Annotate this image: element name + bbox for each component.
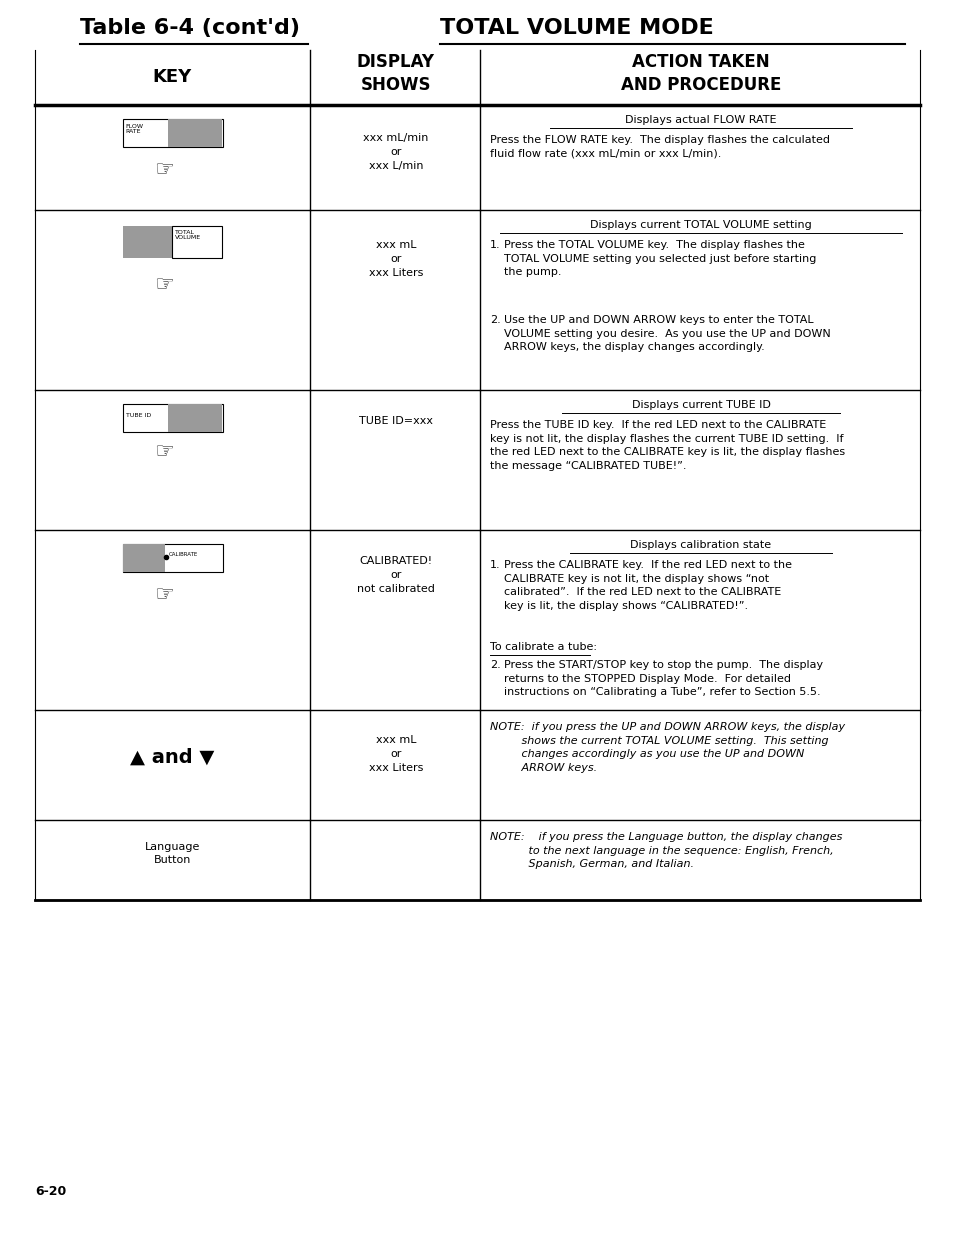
Text: Press the FLOW RATE key.  The display flashes the calculated
fluid flow rate (xx: Press the FLOW RATE key. The display fla…	[490, 135, 829, 158]
Text: ▲ and ▼: ▲ and ▼	[131, 748, 214, 767]
Text: ☞: ☞	[154, 161, 174, 180]
Text: 2.: 2.	[490, 315, 500, 325]
Text: Press the TOTAL VOLUME key.  The display flashes the
TOTAL VOLUME setting you se: Press the TOTAL VOLUME key. The display …	[503, 240, 816, 277]
Text: Press the TUBE ID key.  If the red LED next to the CALIBRATE
key is not lit, the: Press the TUBE ID key. If the red LED ne…	[490, 420, 844, 471]
Text: xxx mL
or
xxx Liters: xxx mL or xxx Liters	[369, 240, 423, 278]
Text: TUBE ID=xxx: TUBE ID=xxx	[358, 416, 433, 426]
Text: TOTAL
VOLUME: TOTAL VOLUME	[174, 230, 200, 241]
Text: xxx mL/min
or
xxx L/min: xxx mL/min or xxx L/min	[363, 133, 428, 170]
Bar	[122, 226, 174, 258]
Text: Displays current TUBE ID: Displays current TUBE ID	[631, 400, 770, 410]
Text: Displays current TOTAL VOLUME setting: Displays current TOTAL VOLUME setting	[590, 220, 811, 230]
Text: xxx mL
or
xxx Liters: xxx mL or xxx Liters	[369, 735, 423, 773]
Bar	[169, 404, 222, 432]
Text: NOTE:  if you press the UP and DOWN ARROW keys, the display
         shows the c: NOTE: if you press the UP and DOWN ARROW…	[490, 722, 844, 773]
Text: ACTION TAKEN
AND PROCEDURE: ACTION TAKEN AND PROCEDURE	[620, 53, 781, 94]
Text: Displays actual FLOW RATE: Displays actual FLOW RATE	[624, 115, 776, 125]
Bar	[122, 404, 222, 432]
Text: KEY: KEY	[152, 68, 192, 86]
Text: Language
Button: Language Button	[145, 842, 200, 866]
Text: To calibrate a tube:: To calibrate a tube:	[490, 642, 597, 652]
Text: Use the UP and DOWN ARROW keys to enter the TOTAL
VOLUME setting you desire.  As: Use the UP and DOWN ARROW keys to enter …	[503, 315, 830, 352]
Text: ☞: ☞	[154, 442, 174, 462]
Bar	[122, 543, 222, 572]
Text: 2.: 2.	[490, 659, 500, 671]
Text: Displays calibration state: Displays calibration state	[630, 540, 771, 550]
Text: NOTE:    if you press the Language button, the display changes
           to the: NOTE: if you press the Language button, …	[490, 832, 841, 869]
Text: DISPLAY
SHOWS: DISPLAY SHOWS	[356, 53, 435, 94]
Text: 1.: 1.	[490, 240, 500, 249]
Text: CALIBRATED!
or
not calibrated: CALIBRATED! or not calibrated	[356, 556, 435, 594]
Bar	[122, 543, 164, 572]
Text: ☞: ☞	[154, 275, 174, 295]
Text: 1.: 1.	[490, 559, 500, 571]
Text: TOTAL VOLUME MODE: TOTAL VOLUME MODE	[439, 19, 713, 38]
Text: Press the START/STOP key to stop the pump.  The display
returns to the STOPPED D: Press the START/STOP key to stop the pum…	[503, 659, 822, 698]
Text: FLOW
RATE: FLOW RATE	[126, 124, 143, 135]
Bar	[169, 119, 222, 147]
Bar	[122, 119, 222, 147]
Bar	[172, 226, 222, 258]
Text: TUBE ID: TUBE ID	[126, 412, 151, 417]
Text: Press the CALIBRATE key.  If the red LED next to the
CALIBRATE key is not lit, t: Press the CALIBRATE key. If the red LED …	[503, 559, 791, 611]
Text: CALIBRATE: CALIBRATE	[169, 552, 197, 557]
Text: ☞: ☞	[154, 585, 174, 605]
Text: Table 6-4 (cont'd): Table 6-4 (cont'd)	[80, 19, 299, 38]
Text: 6-20: 6-20	[35, 1186, 66, 1198]
